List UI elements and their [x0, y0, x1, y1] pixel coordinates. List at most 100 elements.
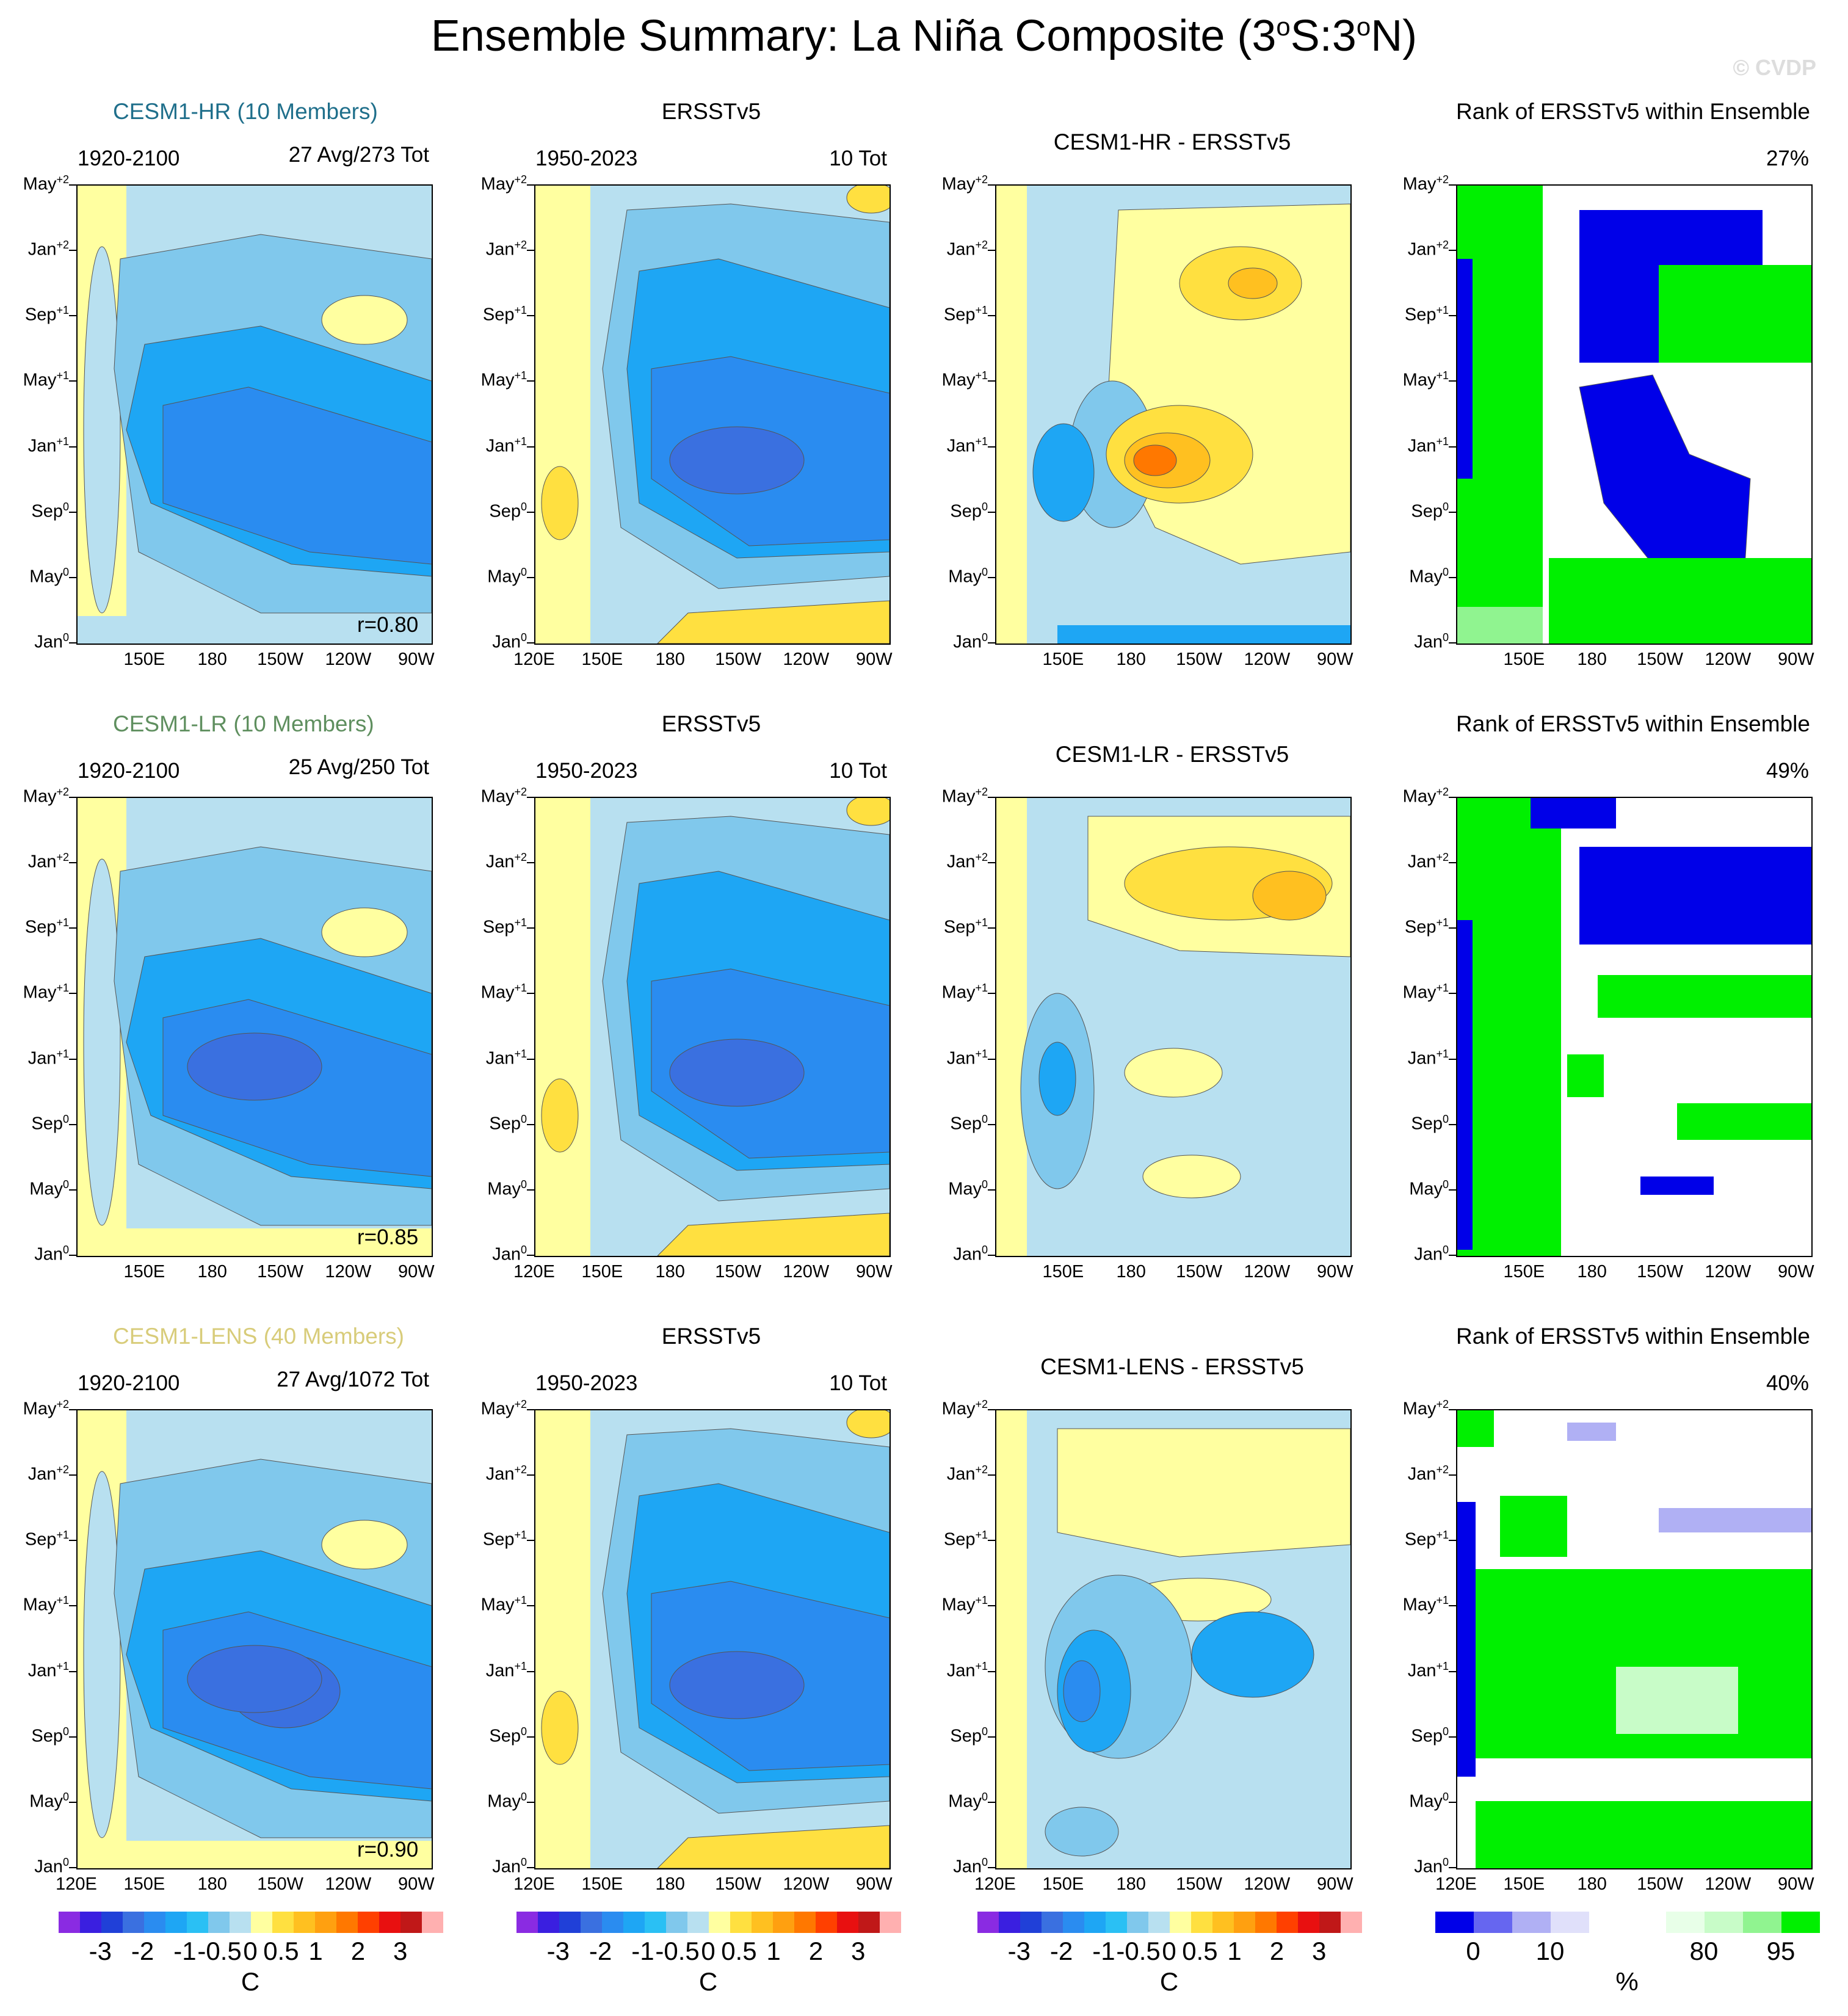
x-tick-label: 150E: [1042, 1874, 1084, 1894]
y-tick-label: Sep+1: [24, 1529, 69, 1550]
colorbar-swatch: [1277, 1912, 1298, 1933]
y-tick-label: May0: [948, 1790, 988, 1811]
x-tick-label: 90W: [1777, 1874, 1814, 1894]
model-title: CESM1-LENS (40 Members): [113, 1324, 405, 1349]
y-tick-label: Jan0: [953, 1856, 988, 1877]
y-tick: [69, 1409, 76, 1410]
rank-percent: 40%: [1766, 1371, 1809, 1395]
colorbar-swatch: [687, 1912, 709, 1933]
y-tick: [1449, 862, 1456, 864]
y-tick: [69, 1540, 76, 1542]
y-tick-label: Sep0: [489, 1725, 527, 1746]
y-tick-label: May0: [29, 1790, 69, 1811]
y-tick-label: May+2: [480, 786, 527, 807]
colorbar-unit: %: [1615, 1967, 1639, 1996]
y-tick: [988, 797, 995, 798]
y-tick: [69, 1189, 76, 1191]
y-tick: [1449, 446, 1456, 448]
y-tick: [988, 250, 995, 252]
colorbar-swatch: [165, 1912, 187, 1933]
colorbar-swatch: [230, 1912, 251, 1933]
x-tick-label: 120W: [1244, 650, 1291, 669]
colorbar-label: 2: [808, 1937, 824, 1965]
rank-panel-title: Rank of ERSSTv5 within Ensemble: [1456, 99, 1810, 124]
model-heatmap-panel: [76, 184, 433, 645]
y-tick: [988, 1474, 995, 1476]
colorbar-swatch: [336, 1912, 358, 1933]
y-tick-label: Sep+1: [482, 304, 527, 325]
sst-colorbar: [516, 1911, 902, 1934]
y-tick: [527, 446, 534, 448]
colorbar-swatch: [1319, 1912, 1341, 1933]
y-tick: [1449, 576, 1456, 578]
x-tick-label: 150W: [257, 1874, 303, 1894]
y-tick: [527, 927, 534, 929]
y-tick-label: May+2: [480, 1398, 527, 1419]
y-tick: [988, 380, 995, 382]
y-tick-label: May+1: [23, 982, 69, 1003]
colorbar-swatch: [1148, 1912, 1170, 1933]
y-tick: [527, 993, 534, 995]
colorbar-swatch: [880, 1912, 901, 1933]
colorbar-label: 3: [393, 1937, 408, 1965]
colorbar-swatch: [730, 1912, 752, 1933]
colorbar-swatch: [187, 1912, 208, 1933]
y-tick-label: Jan+1: [27, 1659, 69, 1681]
y-tick: [1449, 797, 1456, 798]
y-tick: [527, 1540, 534, 1542]
y-tick-label: May+2: [941, 786, 988, 807]
y-tick: [69, 1867, 76, 1868]
y-tick-label: Jan+1: [946, 1659, 988, 1681]
colorbar-swatch: [581, 1912, 602, 1933]
y-tick: [1449, 1867, 1456, 1868]
y-tick-label: Jan+2: [1407, 1463, 1449, 1484]
cvdp-watermark: © CVDP: [1733, 55, 1816, 80]
y-tick-label: Jan+2: [485, 1463, 527, 1484]
obs-counts: 10 Tot: [829, 147, 887, 170]
colorbar-swatch: [123, 1912, 144, 1933]
y-tick-label: Jan+1: [485, 435, 527, 456]
y-tick: [527, 1605, 534, 1607]
y-tick-label: Sep0: [31, 500, 69, 521]
x-tick-label: 150W: [257, 1262, 303, 1282]
y-tick-label: Sep+1: [24, 304, 69, 325]
y-tick-label: Jan0: [492, 1244, 527, 1264]
y-tick: [988, 1670, 995, 1672]
y-tick-label: Sep0: [1411, 1112, 1449, 1134]
y-tick-label: May+2: [23, 786, 69, 807]
x-tick-label: 90W: [1316, 650, 1353, 669]
x-tick-label: 180: [197, 1874, 227, 1894]
colorbar-swatch: [1666, 1912, 1705, 1933]
y-tick: [1449, 1058, 1456, 1060]
y-tick: [69, 446, 76, 448]
y-tick: [69, 184, 76, 186]
rank-percent: 27%: [1766, 147, 1809, 170]
y-tick-label: Sep0: [31, 1112, 69, 1134]
y-tick: [988, 1058, 995, 1060]
diff-heatmap-panel: [995, 797, 1352, 1257]
x-tick-label: 180: [1577, 1874, 1607, 1894]
x-tick-label: 120W: [1705, 1262, 1752, 1282]
y-tick-label: May0: [948, 1178, 988, 1199]
y-tick-label: May0: [487, 1178, 527, 1199]
y-tick: [1449, 993, 1456, 995]
colorbar-label: -0.5: [1116, 1937, 1161, 1965]
colorbar-swatch: [1628, 1912, 1666, 1933]
y-tick-label: Sep+1: [943, 304, 988, 325]
y-tick: [988, 1409, 995, 1410]
colorbar-swatch: [1020, 1912, 1042, 1933]
colorbar-swatch: [1298, 1912, 1319, 1933]
y-tick-label: May+1: [480, 369, 527, 391]
y-tick-label: May+2: [23, 173, 69, 194]
rank-panel-title: Rank of ERSSTv5 within Ensemble: [1456, 1324, 1810, 1349]
colorbar-swatch: [837, 1912, 858, 1933]
y-tick: [69, 1474, 76, 1476]
rank-colorbar: [1435, 1911, 1821, 1934]
x-tick-label: 180: [655, 1874, 685, 1894]
obs-counts: 10 Tot: [829, 1371, 887, 1395]
y-tick: [527, 862, 534, 864]
colorbar-swatch: [1705, 1912, 1743, 1933]
model-heatmap-panel: [76, 797, 433, 1257]
colorbar-swatch: [1170, 1912, 1191, 1933]
colorbar-swatch: [379, 1912, 400, 1933]
